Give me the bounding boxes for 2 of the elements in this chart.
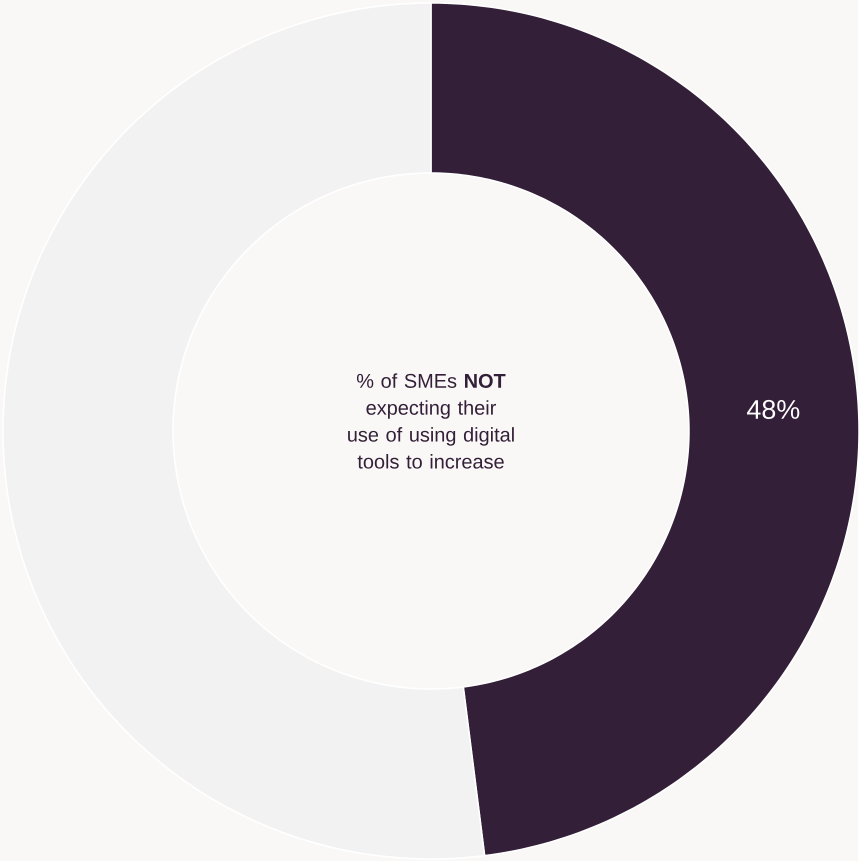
data-label: 48% <box>747 400 800 419</box>
text: % of SMEs NOT expecting their use of using digital tools to increase <box>348 373 514 469</box>
